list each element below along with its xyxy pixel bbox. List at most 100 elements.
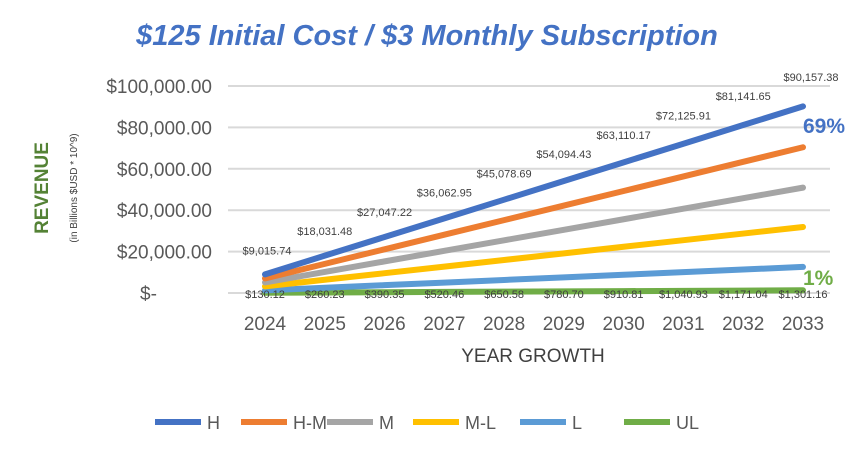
annotation-label: 69% [803, 115, 845, 138]
y-tick-label: $20,000.00 [117, 243, 212, 264]
legend-label: M [379, 413, 394, 433]
data-point-l [503, 278, 506, 281]
x-axis-label: YEAR GROWTH [461, 346, 605, 367]
data-point-l [802, 265, 804, 268]
data-label: $81,141.65 [716, 91, 771, 103]
data-label: $910.81 [604, 289, 644, 301]
data-point-m-l [323, 278, 326, 281]
y-tick-label: $60,000.00 [117, 160, 212, 181]
data-point-m [383, 260, 386, 263]
x-tick-label: 2030 [603, 314, 645, 335]
data-point-m-l [802, 225, 804, 228]
y-axis-label: REVENUE [32, 142, 53, 234]
data-point-l [383, 284, 386, 287]
data-point-l [682, 271, 685, 274]
x-tick-label: 2033 [782, 314, 824, 335]
data-point-m-l [622, 245, 625, 248]
data-point-m [503, 239, 506, 242]
data-label: $18,031.48 [297, 226, 352, 238]
data-point-l [562, 276, 565, 279]
series-line-ul [262, 287, 806, 296]
series-line-h [262, 103, 806, 278]
data-label: $90,157.38 [783, 72, 838, 84]
x-tick-label: 2025 [304, 314, 346, 335]
data-point-h-m [622, 189, 625, 192]
y-axis-sublabel: (in Billions $USD * 10^9) [69, 133, 80, 242]
data-point-h [264, 273, 266, 276]
data-point-h [323, 254, 326, 257]
data-point-h [742, 124, 745, 127]
legend-label: H [207, 413, 220, 433]
data-point-l [443, 281, 446, 284]
legend-label: UL [676, 413, 699, 433]
data-point-ul [562, 290, 565, 293]
data-label: $1,301.16 [779, 289, 828, 301]
data-label: $72,125.91 [656, 110, 711, 122]
series-line-m [262, 184, 806, 286]
series-line-m-l [262, 223, 806, 290]
data-point-m [562, 228, 565, 231]
x-tick-label: 2024 [244, 314, 287, 335]
data-label: $45,078.69 [477, 168, 532, 180]
data-point-l [323, 286, 326, 289]
data-point-h [503, 198, 506, 201]
data-point-h-m [802, 146, 804, 149]
y-tick-label: $40,000.00 [117, 201, 212, 222]
data-point-m-l [682, 239, 685, 242]
data-point-ul [802, 289, 804, 292]
data-point-m [742, 197, 745, 200]
data-point-h-m [682, 175, 685, 178]
chart-title: $125 Initial Cost / $3 Monthly Subscript… [135, 20, 718, 52]
data-point-m-l [562, 252, 565, 255]
data-point-ul [742, 289, 745, 292]
y-tick-label: $80,000.00 [117, 118, 212, 139]
annotation-label: 1% [803, 267, 834, 290]
data-label: $36,062.95 [417, 188, 472, 200]
x-tick-label: 2031 [662, 314, 704, 335]
data-point-ul [503, 290, 506, 293]
legend-label: M-L [465, 413, 496, 433]
data-point-m [264, 281, 266, 284]
data-label: $63,110.17 [597, 130, 651, 142]
data-point-h [383, 236, 386, 239]
data-point-h [682, 142, 685, 145]
legend-label: L [572, 413, 582, 433]
data-label: $520.46 [424, 289, 464, 301]
data-point-m-l [264, 285, 266, 288]
data-label: $54,094.43 [536, 149, 591, 161]
data-point-m-l [443, 265, 446, 268]
data-label: $1,040.93 [659, 289, 708, 301]
data-label: $1,171.04 [719, 289, 768, 301]
data-point-h-m [323, 262, 326, 265]
series-line-l [262, 263, 806, 294]
x-tick-label: 2028 [483, 314, 525, 335]
y-tick-label: $100,000.00 [106, 77, 212, 98]
data-point-l [622, 273, 625, 276]
data-point-m-l [503, 258, 506, 261]
x-tick-label: 2032 [722, 314, 764, 335]
y-tick-label: $- [140, 284, 157, 305]
data-point-h-m [264, 277, 266, 280]
data-point-m [622, 218, 625, 221]
x-tick-label: 2027 [423, 314, 465, 335]
data-point-m [802, 186, 804, 189]
data-point-l [742, 268, 745, 271]
data-point-ul [383, 291, 386, 294]
data-point-l [264, 289, 266, 292]
data-point-ul [622, 290, 625, 293]
data-point-h-m [383, 248, 386, 251]
data-label: $9,015.74 [243, 245, 292, 257]
data-point-ul [323, 291, 326, 294]
data-label: $650.58 [484, 289, 524, 301]
data-label: $260.23 [305, 289, 345, 301]
data-label: $27,047.22 [357, 207, 412, 219]
data-point-h [562, 180, 565, 183]
data-point-m-l [742, 232, 745, 235]
data-point-m [443, 249, 446, 252]
data-label: $390.35 [365, 289, 405, 301]
data-point-m-l [383, 272, 386, 275]
data-point-m [682, 207, 685, 210]
data-point-h [443, 217, 446, 220]
